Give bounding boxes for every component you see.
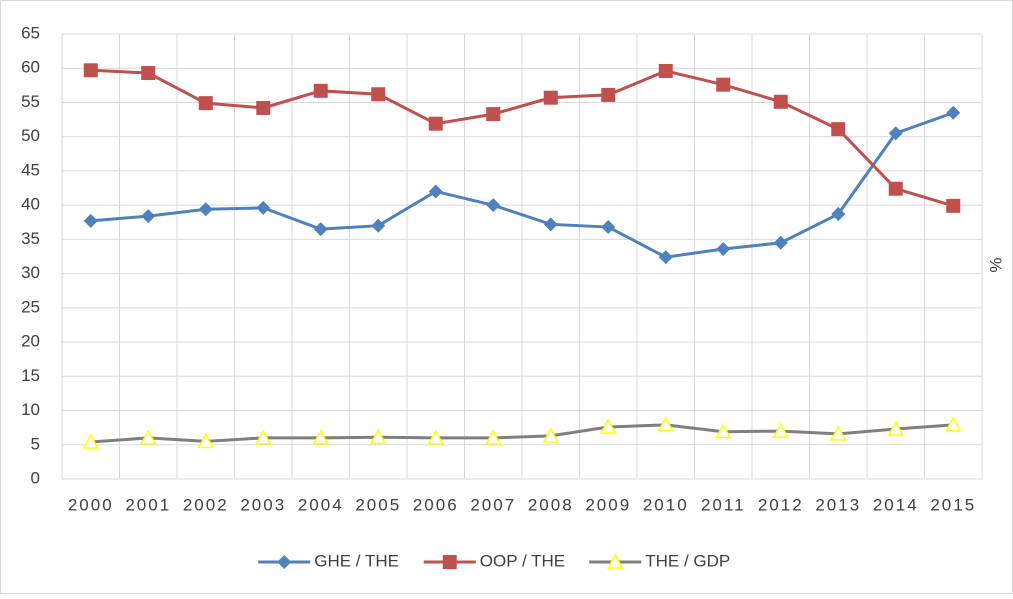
marker <box>601 88 615 102</box>
x-tick-label: 2009 <box>585 495 631 514</box>
marker <box>946 199 960 213</box>
marker <box>716 78 730 92</box>
x-tick-label: 2013 <box>815 495 861 514</box>
page: % 0 5 10 15 20 25 30 35 40 45 50 55 60 65 2000 2001 2002… <box>0 0 1013 599</box>
x-tick-label: 2012 <box>758 495 804 514</box>
x-tick-label: 2014 <box>873 495 919 514</box>
x-tick-label: 2008 <box>528 495 574 514</box>
y-tick-label: 65 <box>21 23 40 42</box>
marker <box>141 66 155 80</box>
x-tick-label: 2003 <box>240 495 286 514</box>
y-tick-label: 45 <box>21 160 40 179</box>
y-tick-label: 30 <box>21 263 40 282</box>
x-tick-label: 2010 <box>643 495 689 514</box>
y-tick-label: 0 <box>31 468 40 487</box>
marker <box>84 63 98 77</box>
marker <box>371 87 385 101</box>
marker <box>443 555 457 569</box>
marker <box>429 117 443 131</box>
marker <box>831 122 845 136</box>
x-tick-label: 2011 <box>701 495 746 514</box>
y-tick-label: 40 <box>21 195 40 214</box>
marker <box>889 182 903 196</box>
x-tick-label: 2015 <box>930 495 976 514</box>
x-tick-label: 2000 <box>68 495 114 514</box>
x-tick-label: 2006 <box>413 495 459 514</box>
y-tick-label: 35 <box>21 229 40 248</box>
marker <box>314 84 328 98</box>
legend-label: OOP / THE <box>480 551 565 570</box>
marker <box>774 95 788 109</box>
x-tick-label: 2004 <box>298 495 344 514</box>
x-tick-label: 2007 <box>470 495 516 514</box>
y-tick-label: 15 <box>21 366 40 385</box>
y-tick-label: 60 <box>21 58 40 77</box>
legend-label: THE / GDP <box>645 551 730 570</box>
marker <box>544 91 558 105</box>
y-tick-label: 55 <box>21 92 40 111</box>
x-tick-label: 2001 <box>125 495 171 514</box>
chart: % 0 5 10 15 20 25 30 35 40 45 50 55 60 65 2000 2001 2002… <box>0 0 1013 594</box>
legend-label: GHE / THE <box>314 551 399 570</box>
x-tick-label: 2002 <box>183 495 229 514</box>
marker <box>486 107 500 121</box>
y-tick-label: 50 <box>21 126 40 145</box>
marker <box>659 64 673 78</box>
y-axis-label-right: % <box>986 257 1005 272</box>
x-tick-label: 2005 <box>355 495 401 514</box>
y-tick-label: 25 <box>21 297 40 316</box>
marker <box>256 101 270 115</box>
marker <box>199 96 213 110</box>
y-tick-label: 20 <box>21 332 40 351</box>
y-tick-label: 5 <box>31 434 40 453</box>
y-tick-label: 10 <box>21 400 40 419</box>
